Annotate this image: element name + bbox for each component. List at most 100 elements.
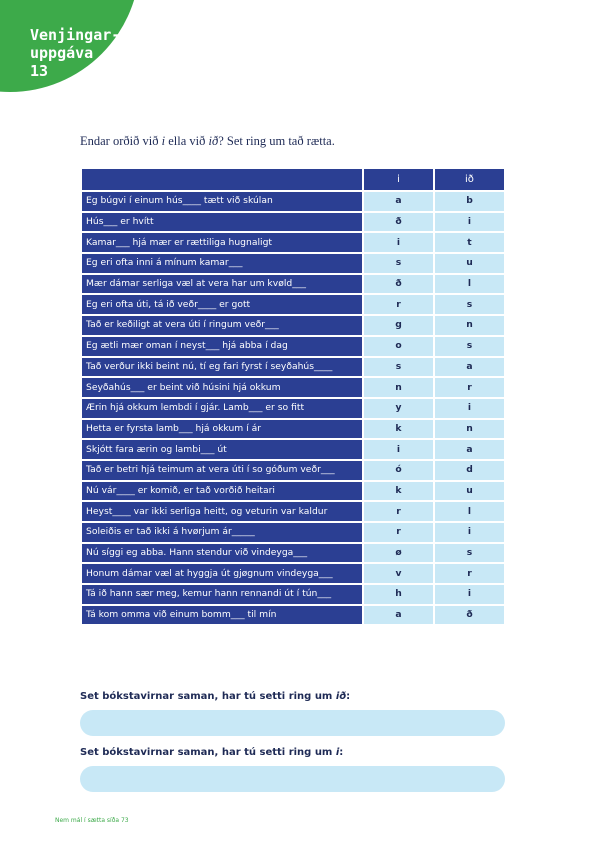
text: Endar orðið við (80, 134, 162, 148)
letter-cell[interactable]: a (432, 355, 507, 379)
answer-field[interactable] (80, 710, 505, 736)
letter-cell[interactable]: u (432, 479, 507, 503)
letter-cell[interactable]: s (432, 334, 507, 358)
letter-cell[interactable]: i (432, 583, 507, 606)
letter-cell[interactable]: r (361, 293, 435, 317)
header-cell (80, 167, 364, 192)
row: Hús___ er hvítt ð i (80, 210, 507, 234)
letter-cell[interactable]: l (432, 272, 507, 296)
sentence-cell: Nú síggi eg abba. Hann stendur við vinde… (80, 541, 364, 565)
row: Tað er betri hjá teimum at vera úti í so… (80, 458, 507, 482)
letter-cell[interactable]: ó (361, 458, 435, 482)
letter-cell[interactable]: h (361, 583, 435, 606)
row: Tað verður ikki beint nú, tí eg fari fyr… (80, 355, 507, 379)
sentence-cell: Eg búgvi í einum hús____ tætt við skúlan (80, 190, 364, 213)
text: ið (335, 691, 347, 702)
letter-cell[interactable]: r (361, 521, 435, 544)
letter-cell[interactable]: ð (361, 272, 435, 296)
row: Eg eri ofta inni á mínum kamar___ s u (80, 252, 507, 275)
text: Set bókstavirnar saman, har tú setti rin… (80, 691, 336, 702)
letter-cell[interactable]: k (361, 479, 435, 503)
letter-cell[interactable]: n (432, 314, 507, 337)
answer-label: Set bókstavirnar saman, har tú setti rin… (80, 747, 343, 758)
row: Tá kom omma við einum bomm___ til mín a ð (80, 603, 507, 627)
text: : (346, 691, 351, 702)
letter-cell[interactable]: r (361, 500, 435, 523)
text: ? Set ring um tað rætta. (218, 134, 335, 148)
row: Eg ætli mær oman í neyst___ hjá abba í d… (80, 334, 507, 358)
row: Ærin hjá okkum lembdi í gjár. Lamb___ er… (80, 396, 507, 420)
header-cell: i (361, 167, 435, 192)
row: Seyðahús___ er beint við húsini hjá okku… (80, 376, 507, 399)
letter-cell[interactable]: u (432, 252, 507, 275)
letter-cell[interactable]: b (432, 190, 507, 213)
letter-cell[interactable]: t (432, 231, 507, 255)
letter-cell[interactable]: s (432, 541, 507, 565)
letter-cell[interactable]: s (432, 293, 507, 317)
letter-cell[interactable]: ø (361, 541, 435, 565)
sentence-cell: Hús___ er hvítt (80, 210, 364, 234)
letter-cell[interactable]: k (361, 417, 435, 441)
text: i (161, 134, 166, 148)
text: i (335, 747, 340, 758)
letter-cell[interactable]: d (432, 458, 507, 482)
letter-cell[interactable]: a (432, 438, 507, 461)
sentence-cell: Nú vár____ er komið, er tað vorðið heita… (80, 479, 364, 503)
sentence-cell: Eg ætli mær oman í neyst___ hjá abba í d… (80, 334, 364, 358)
letter-cell[interactable]: i (432, 521, 507, 544)
answer-field[interactable] (80, 766, 505, 792)
footer: Nem mál í sætta síða 73 (55, 817, 129, 824)
sentence-cell: Tá kom omma við einum bomm___ til mín (80, 603, 364, 627)
letter-cell[interactable]: l (432, 500, 507, 523)
sentence-cell: Heyst____ var ikki serliga heitt, og vet… (80, 500, 364, 523)
row: Nú síggi eg abba. Hann stendur við vinde… (80, 541, 507, 565)
row: Tá ið hann sær meg, kemur hann rennandi … (80, 583, 507, 606)
letter-cell[interactable]: v (361, 562, 435, 586)
letter-cell[interactable]: i (361, 438, 435, 461)
sentence-cell: Tað er betri hjá teimum at vera úti í so… (80, 458, 364, 482)
letter-cell[interactable]: o (361, 334, 435, 358)
letter-cell[interactable]: r (432, 376, 507, 399)
header-cell: ið (432, 167, 507, 192)
sentence-cell: Honum dámar væl at hyggja út gjøgnum vin… (80, 562, 364, 586)
letter-cell[interactable]: n (361, 376, 435, 399)
sentence-cell: Tað verður ikki beint nú, tí eg fari fyr… (80, 355, 364, 379)
sentence-cell: Soleiðis er tað ikki á hvørjum ár_____ (80, 521, 364, 544)
sentence-cell: Eg eri ofta úti, tá ið veðr____ er gott (80, 293, 364, 317)
sentence-cell: Eg eri ofta inni á mínum kamar___ (80, 252, 364, 275)
row: Skjótt fara ærin og lambi___ út i a (80, 438, 507, 461)
badge-text: Venjingar- (30, 26, 121, 44)
sentence-cell: Ærin hjá okkum lembdi í gjár. Lamb___ er… (80, 396, 364, 420)
badge-text: uppgáva (30, 44, 94, 62)
row: Soleiðis er tað ikki á hvørjum ár_____ r i (80, 521, 507, 544)
row: Eg búgvi í einum hús____ tætt við skúlan… (80, 190, 507, 213)
letter-cell[interactable]: r (432, 562, 507, 586)
text: ella við (165, 134, 209, 148)
row: Eg eri ofta úti, tá ið veðr____ er gott r… (80, 293, 507, 317)
letter-cell[interactable]: a (361, 190, 435, 213)
letter-cell[interactable]: s (361, 252, 435, 275)
sentence-cell: Tá ið hann sær meg, kemur hann rennandi … (80, 583, 364, 606)
letter-cell[interactable]: i (432, 210, 507, 234)
letter-cell[interactable]: i (361, 231, 435, 255)
letter-cell[interactable]: y (361, 396, 435, 420)
letter-cell[interactable]: ð (361, 210, 435, 234)
sentence-cell: Seyðahús___ er beint við húsini hjá okku… (80, 376, 364, 399)
letter-cell[interactable]: a (361, 603, 435, 627)
exercise-table: i ið Eg búgvi í einum hús____ tætt við sk… (80, 167, 507, 627)
row: Heyst____ var ikki serliga heitt, og vet… (80, 500, 507, 523)
row: Tað er keðiligt at vera úti í ringum veð… (80, 314, 507, 337)
sentence-cell: Hetta er fyrsta lamb___ hjá okkum í ár (80, 417, 364, 441)
letter-cell[interactable]: ð (432, 603, 507, 627)
sentence-cell: Skjótt fara ærin og lambi___ út (80, 438, 364, 461)
letter-cell[interactable]: g (361, 314, 435, 337)
sentence-cell: Tað er keðiligt at vera úti í ringum veð… (80, 314, 364, 337)
row: Kamar___ hjá mær er rættiliga hugnaligt i… (80, 231, 507, 255)
letter-cell[interactable]: n (432, 417, 507, 441)
text: : (339, 747, 344, 758)
sentence-cell: Mær dámar serliga væl at vera har um kvø… (80, 272, 364, 296)
letter-cell[interactable]: s (361, 355, 435, 379)
text: Set bókstavirnar saman, har tú setti rin… (80, 747, 336, 758)
letter-cell[interactable]: i (432, 396, 507, 420)
badge-text: 13 (30, 62, 49, 80)
